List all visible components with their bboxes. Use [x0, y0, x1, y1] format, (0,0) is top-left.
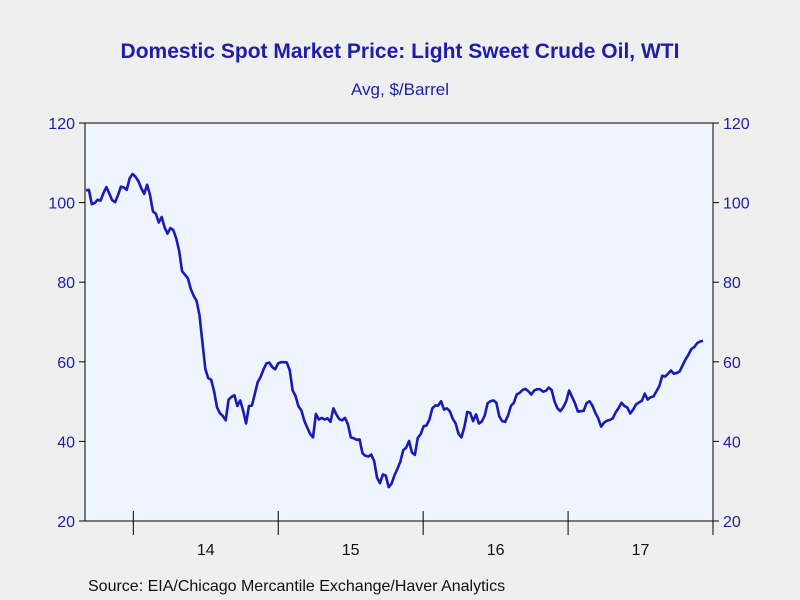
- series-line: [85, 172, 704, 489]
- y-tick-label-right: 40: [723, 434, 741, 451]
- chart-title: Domestic Spot Market Price: Light Sweet …: [120, 40, 680, 63]
- y-tick-label-right: 100: [723, 196, 750, 213]
- y-tick-label-right: 20: [723, 514, 741, 531]
- chart-subtitle: Avg, $/Barrel: [351, 80, 449, 99]
- plot-area: [84, 122, 714, 522]
- x-year-label: 16: [487, 542, 505, 559]
- y-tick-label-left: 20: [57, 514, 75, 531]
- y-tick-label-left: 40: [57, 434, 75, 451]
- x-year-label: 17: [632, 542, 650, 559]
- y-tick-label-right: 80: [723, 275, 741, 292]
- x-year-label: 15: [342, 542, 360, 559]
- y-tick-label-left: 100: [48, 196, 75, 213]
- y-tick-label-left: 60: [57, 355, 75, 372]
- x-year-label: 14: [197, 542, 215, 559]
- y-tick-label-left: 120: [48, 116, 75, 133]
- y-tick-label-right: 120: [723, 116, 750, 133]
- y-tick-label-right: 60: [723, 355, 741, 372]
- y-tick-label-left: 80: [57, 275, 75, 292]
- source-note: Source: EIA/Chicago Mercantile Exchange/…: [88, 578, 506, 595]
